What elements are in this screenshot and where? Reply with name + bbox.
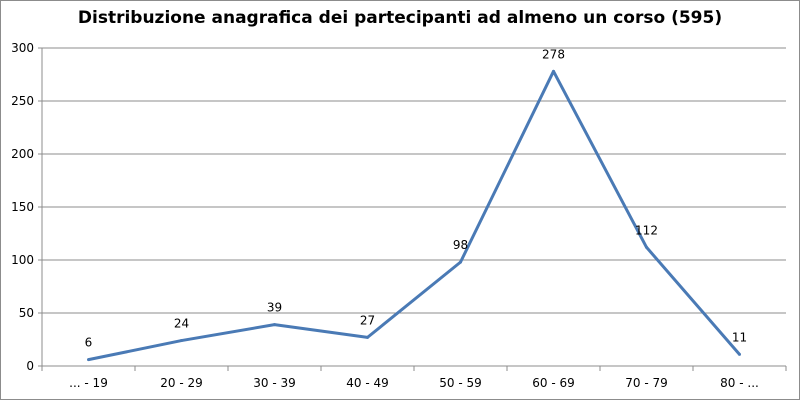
x-tick-label: ... - 19 [69, 376, 108, 390]
x-tick-label: 80 - ... [720, 376, 759, 390]
y-tick-label: 150 [11, 200, 34, 214]
axes [38, 47, 787, 371]
data-point [645, 245, 648, 249]
data-label: 278 [542, 47, 565, 61]
y-tick-label: 300 [11, 41, 34, 55]
series-layer [87, 69, 741, 362]
data-point [552, 69, 555, 73]
data-point [738, 352, 741, 356]
gridlines [42, 47, 786, 314]
data-label: 39 [267, 301, 282, 315]
data-label: 27 [360, 313, 375, 327]
data-label: 98 [453, 238, 468, 252]
y-tick-label: 250 [11, 94, 34, 108]
y-tick-labels: 0 50 100 150 200 250 300 [11, 41, 34, 373]
data-point [459, 260, 462, 264]
data-point [180, 339, 183, 343]
data-label: 6 [85, 336, 93, 350]
series-line [88, 69, 741, 362]
y-tick-label: 0 [26, 359, 34, 373]
x-tick-label: 30 - 39 [253, 376, 296, 390]
x-tick-label: 60 - 69 [532, 376, 575, 390]
x-tick-labels: ... - 19 20 - 29 30 - 39 40 - 49 50 - 59 60 -… [69, 376, 759, 390]
x-tick-label: 50 - 59 [439, 376, 482, 390]
x-tick-label: 20 - 29 [160, 376, 203, 390]
data-labels: 6 24 39 27 98 278 112 11 [85, 47, 747, 349]
data-point [366, 335, 369, 339]
data-label: 11 [732, 330, 747, 344]
data-point [87, 358, 90, 362]
y-tick-label: 100 [11, 253, 34, 267]
data-point [273, 323, 276, 327]
x-tick-label: 40 - 49 [346, 376, 389, 390]
x-tick-label: 70 - 79 [625, 376, 668, 390]
y-tick-label: 200 [11, 147, 34, 161]
data-label: 112 [635, 223, 658, 237]
y-tick-label: 50 [19, 306, 34, 320]
data-label: 24 [174, 317, 189, 331]
chart-title: Distribuzione anagrafica dei partecipant… [77, 8, 723, 28]
